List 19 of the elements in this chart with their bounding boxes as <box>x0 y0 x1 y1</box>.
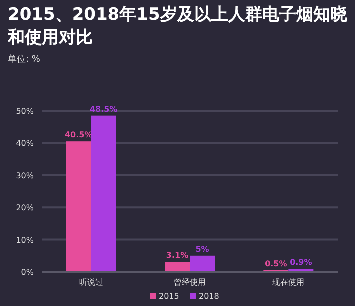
y-tick-label: 50% <box>16 107 34 116</box>
legend-label: 2015 <box>159 292 180 301</box>
x-tick-label: 曾经使用 <box>174 278 206 287</box>
chart-title: 2015、2018年15岁及以上人群电子烟知晓和使用对比 <box>8 4 348 50</box>
y-tick-label: 10% <box>16 236 34 245</box>
data-label: 0.5% <box>265 259 288 268</box>
y-tick-label: 40% <box>16 139 34 148</box>
y-tick-label: 30% <box>16 171 34 180</box>
data-label: 40.5% <box>64 130 93 140</box>
data-label: 3.1% <box>166 251 189 260</box>
legend-label: 2018 <box>199 292 220 301</box>
data-label: 0.9% <box>290 258 312 268</box>
y-tick-label: 20% <box>16 204 34 213</box>
chart-subtitle: 单位: % <box>8 54 40 66</box>
x-tick-label: 现在使用 <box>272 278 305 287</box>
y-tick-label: 0% <box>21 268 34 277</box>
data-label: 5% <box>196 244 210 254</box>
data-label: 48.5% <box>90 104 118 114</box>
x-tick-label: 听说过 <box>79 278 104 287</box>
